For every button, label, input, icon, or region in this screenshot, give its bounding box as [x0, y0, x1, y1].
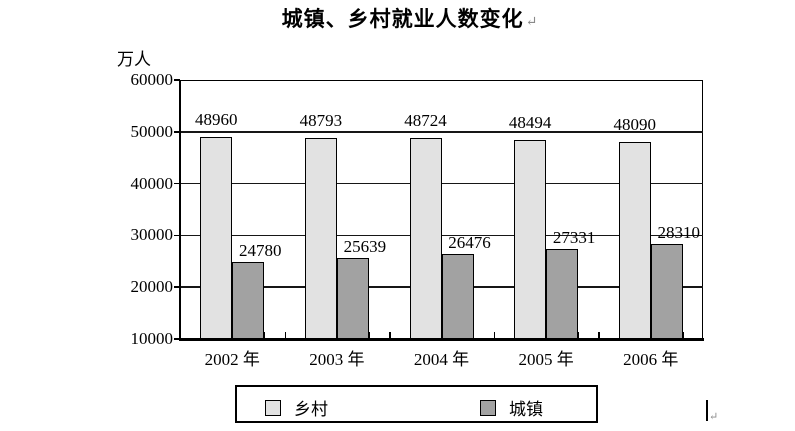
value-label-urban: 24780	[239, 241, 282, 261]
x-axis-label: 2002 年	[204, 350, 260, 369]
value-label-rural: 48793	[299, 111, 343, 131]
y-axis-tick	[174, 234, 180, 237]
y-axis-tick	[174, 79, 180, 81]
legend-label-urban: 城镇	[509, 400, 543, 419]
value-label-urban: 25639	[343, 236, 387, 256]
x-axis-label: 2005 年	[518, 350, 574, 369]
y-axis-unit-label: 万人	[117, 50, 151, 69]
x-axis-minor-tick	[284, 332, 287, 338]
value-label-urban: 28310	[657, 223, 700, 243]
x-axis-minor-tick	[368, 332, 370, 338]
value-label-urban: 27331	[552, 228, 596, 248]
chart-title-text: 城镇、乡村就业人数变化	[281, 7, 524, 31]
text-cursor	[706, 400, 708, 421]
bar-urban	[232, 262, 265, 339]
cursor-paragraph-mark: ↵	[709, 411, 719, 423]
paragraph-mark-icon: ↵	[525, 15, 539, 30]
legend-item-urban: 城镇	[480, 395, 543, 420]
value-label-urban: 26476	[448, 232, 491, 252]
y-axis-line	[179, 80, 181, 341]
x-axis-minor-tick	[577, 332, 579, 338]
chart-title: 城镇、乡村就业人数变化 ↵	[30, 3, 790, 33]
legend-swatch-rural	[265, 399, 281, 416]
y-axis-tick	[174, 182, 180, 185]
x-axis-minor-tick	[389, 332, 391, 338]
y-axis-tick	[174, 338, 180, 340]
x-axis-line	[179, 338, 704, 341]
x-axis-minor-tick	[263, 332, 266, 338]
bar-urban	[336, 257, 369, 339]
gridline	[180, 131, 703, 133]
y-axis-tick	[174, 131, 180, 133]
bar-rural	[618, 141, 651, 339]
bar-urban	[650, 244, 683, 339]
y-axis-tick-label: 10000	[130, 329, 174, 348]
legend: 乡村 城镇	[235, 385, 598, 423]
x-axis-label: 2004 年	[413, 350, 470, 369]
bar-rural	[200, 137, 233, 339]
gridline	[180, 182, 703, 185]
legend-swatch-urban	[480, 399, 496, 416]
bar-urban	[546, 249, 579, 339]
y-axis-tick-label: 50000	[130, 121, 174, 141]
x-axis-minor-tick	[472, 332, 475, 338]
x-axis-label: 2003 年	[309, 350, 365, 369]
bar-rural	[304, 138, 337, 339]
x-axis-minor-tick	[682, 332, 684, 338]
value-label-rural: 48960	[195, 110, 238, 130]
x-axis-minor-tick	[598, 332, 600, 338]
y-axis-tick-label: 20000	[130, 277, 174, 297]
y-axis-tick-label: 40000	[130, 173, 174, 193]
legend-label-rural: 乡村	[294, 400, 328, 419]
legend-item-rural: 乡村	[265, 395, 328, 420]
x-axis-label: 2006 年	[623, 350, 679, 369]
value-label-rural: 48494	[508, 112, 552, 132]
x-axis-minor-tick	[493, 332, 496, 338]
y-axis-tick	[174, 286, 180, 288]
bar-urban	[441, 253, 474, 339]
value-label-rural: 48724	[404, 111, 447, 131]
value-label-rural: 48090	[613, 114, 656, 134]
y-axis-tick-label: 30000	[130, 225, 174, 245]
gridline	[180, 234, 703, 237]
y-axis-tick-label: 60000	[130, 70, 174, 89]
bar-rural	[409, 138, 442, 339]
bar-rural	[514, 139, 547, 339]
